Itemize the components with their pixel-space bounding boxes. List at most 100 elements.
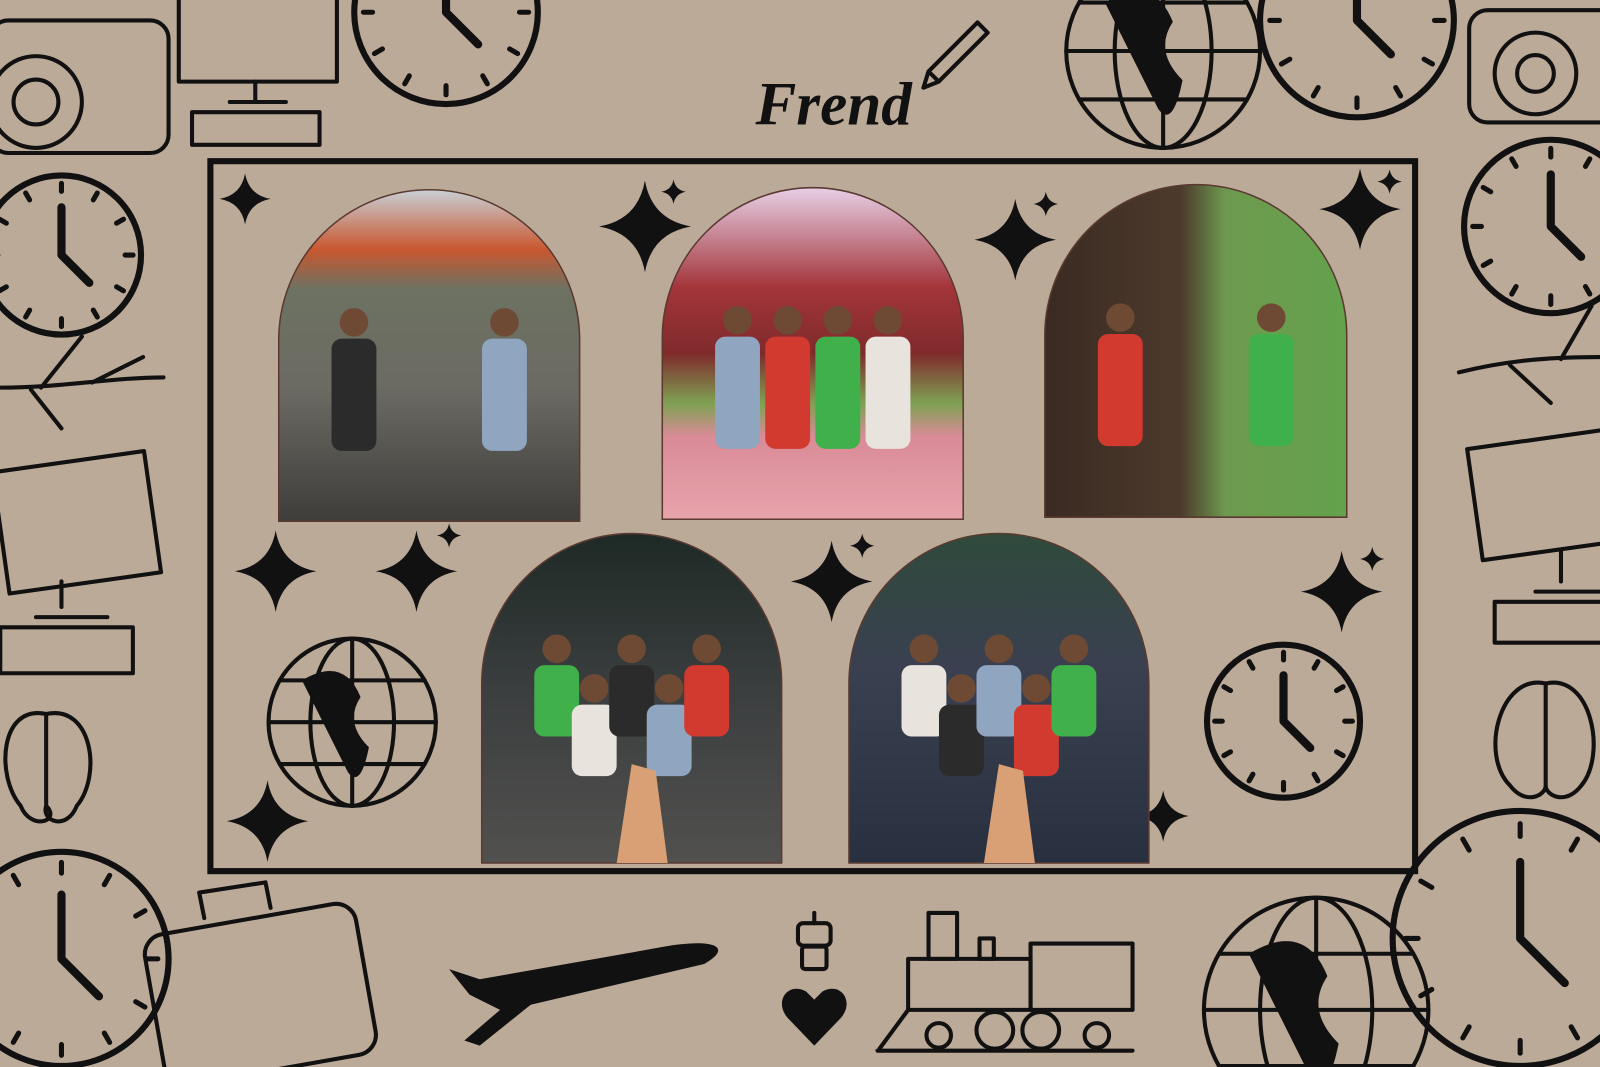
- photo-person-head: [654, 674, 684, 703]
- title: Frend: [754, 70, 913, 138]
- clock-tick: [90, 307, 100, 320]
- photo-person-body: [481, 338, 527, 451]
- clock-tick: [1393, 84, 1404, 99]
- clock-tick: [10, 872, 22, 888]
- photo: [1044, 183, 1348, 518]
- airplane-icon: [449, 943, 719, 1046]
- sparkle-icon: [219, 173, 271, 225]
- clock-face: [1203, 641, 1364, 801]
- clock-tick: [1246, 659, 1256, 671]
- branch-icon: [0, 303, 1600, 431]
- clock-tick: [1278, 56, 1293, 67]
- photo-person-head: [723, 306, 752, 335]
- photo-grid: [277, 183, 1348, 864]
- clock-tick: [23, 307, 33, 320]
- photo-person-body: [534, 665, 580, 737]
- clock-face: [1461, 136, 1600, 317]
- photo-person-body: [684, 665, 730, 737]
- clock-tick: [114, 216, 127, 226]
- clock-tick: [1568, 836, 1581, 853]
- sparkle-icon: [1137, 790, 1189, 842]
- photo-person-body: [609, 665, 655, 737]
- clock-tick: [402, 73, 412, 87]
- clock-icon: [351, 0, 541, 108]
- clock-hands: [57, 203, 94, 287]
- photo-person-head: [823, 306, 853, 335]
- sparkle-icon: [1319, 168, 1401, 250]
- photo-person-body: [865, 336, 911, 449]
- clock-tick: [1246, 771, 1256, 784]
- clock-hands: [1279, 671, 1315, 753]
- photo-person-head: [617, 634, 646, 664]
- clock-tick: [1221, 749, 1234, 759]
- clock-tick: [1221, 684, 1234, 694]
- clock-tick: [1418, 878, 1435, 891]
- clock-tick: [133, 999, 148, 1010]
- heart-icon: [781, 988, 847, 1046]
- clock-tick: [101, 872, 113, 888]
- clock-face: [0, 848, 172, 1067]
- photo-person-head: [773, 306, 802, 335]
- sparkle-icon: [849, 533, 875, 558]
- clock-tick: [1333, 684, 1346, 694]
- clock-tick: [101, 1030, 113, 1045]
- sparkle-icon: [234, 530, 317, 613]
- photo-person-body: [331, 338, 377, 451]
- globe-land: [1105, 0, 1183, 115]
- photo-person-body: [1097, 333, 1143, 447]
- photo-person-body: [571, 704, 617, 777]
- clock-tick: [1421, 56, 1436, 67]
- camera-icon: [0, 8, 1600, 156]
- brain-icon: [3, 680, 1596, 824]
- photo-person-body: [901, 665, 947, 737]
- globe-land: [1248, 941, 1339, 1067]
- clock-tick: [1480, 184, 1494, 195]
- sparkle-icon: [1360, 546, 1385, 572]
- clock-icon: [1389, 807, 1600, 1067]
- photo-person-head: [1106, 303, 1135, 332]
- photo-person-head: [909, 634, 939, 664]
- sparkle-icon: [661, 179, 686, 205]
- robot-icon: [795, 910, 833, 972]
- photo-person-body: [646, 704, 692, 777]
- clock-icon: [0, 172, 145, 338]
- clock-hands: [57, 890, 104, 1001]
- photo-person-head: [1022, 674, 1051, 703]
- sparkle-icon: [790, 540, 873, 623]
- clock-hands: [1352, 0, 1395, 59]
- clock-tick: [480, 73, 490, 87]
- clock-tick: [0, 216, 9, 226]
- clock-tick: [1509, 283, 1519, 297]
- photo-arm: [616, 764, 668, 863]
- clock-icon: [1203, 641, 1364, 801]
- clock-face: [1257, 0, 1457, 121]
- photo-person-body: [1248, 333, 1294, 447]
- sparkle-icon: [599, 180, 691, 273]
- photo-person-head: [1059, 634, 1089, 664]
- clock-tick: [1568, 1024, 1581, 1041]
- clock-tick: [507, 46, 521, 57]
- clock-tick: [1460, 1024, 1472, 1041]
- train-icon: [875, 910, 1135, 1053]
- clock-tick: [1480, 258, 1494, 269]
- pen-icon: [921, 20, 990, 90]
- photo-person-body: [1051, 665, 1097, 737]
- sparkle-icon: [1300, 550, 1383, 633]
- clock-icon: [1461, 136, 1600, 317]
- photo-arm: [983, 764, 1035, 863]
- clock-tick: [1311, 659, 1321, 671]
- clock-tick: [23, 190, 33, 203]
- photo-person-body: [715, 336, 760, 449]
- clock-icon: [1257, 0, 1457, 121]
- briefcase-icon: [142, 880, 378, 1067]
- photo-person-head: [1256, 303, 1286, 332]
- photo-person-head: [542, 634, 571, 664]
- clock-tick: [133, 908, 148, 919]
- clock-hands: [1546, 170, 1586, 261]
- sparkle-icon: [1377, 169, 1402, 194]
- photo-person-head: [490, 308, 519, 337]
- sparkle-icon: [974, 198, 1057, 281]
- photo-person-head: [692, 634, 721, 664]
- clock-tick: [90, 190, 100, 203]
